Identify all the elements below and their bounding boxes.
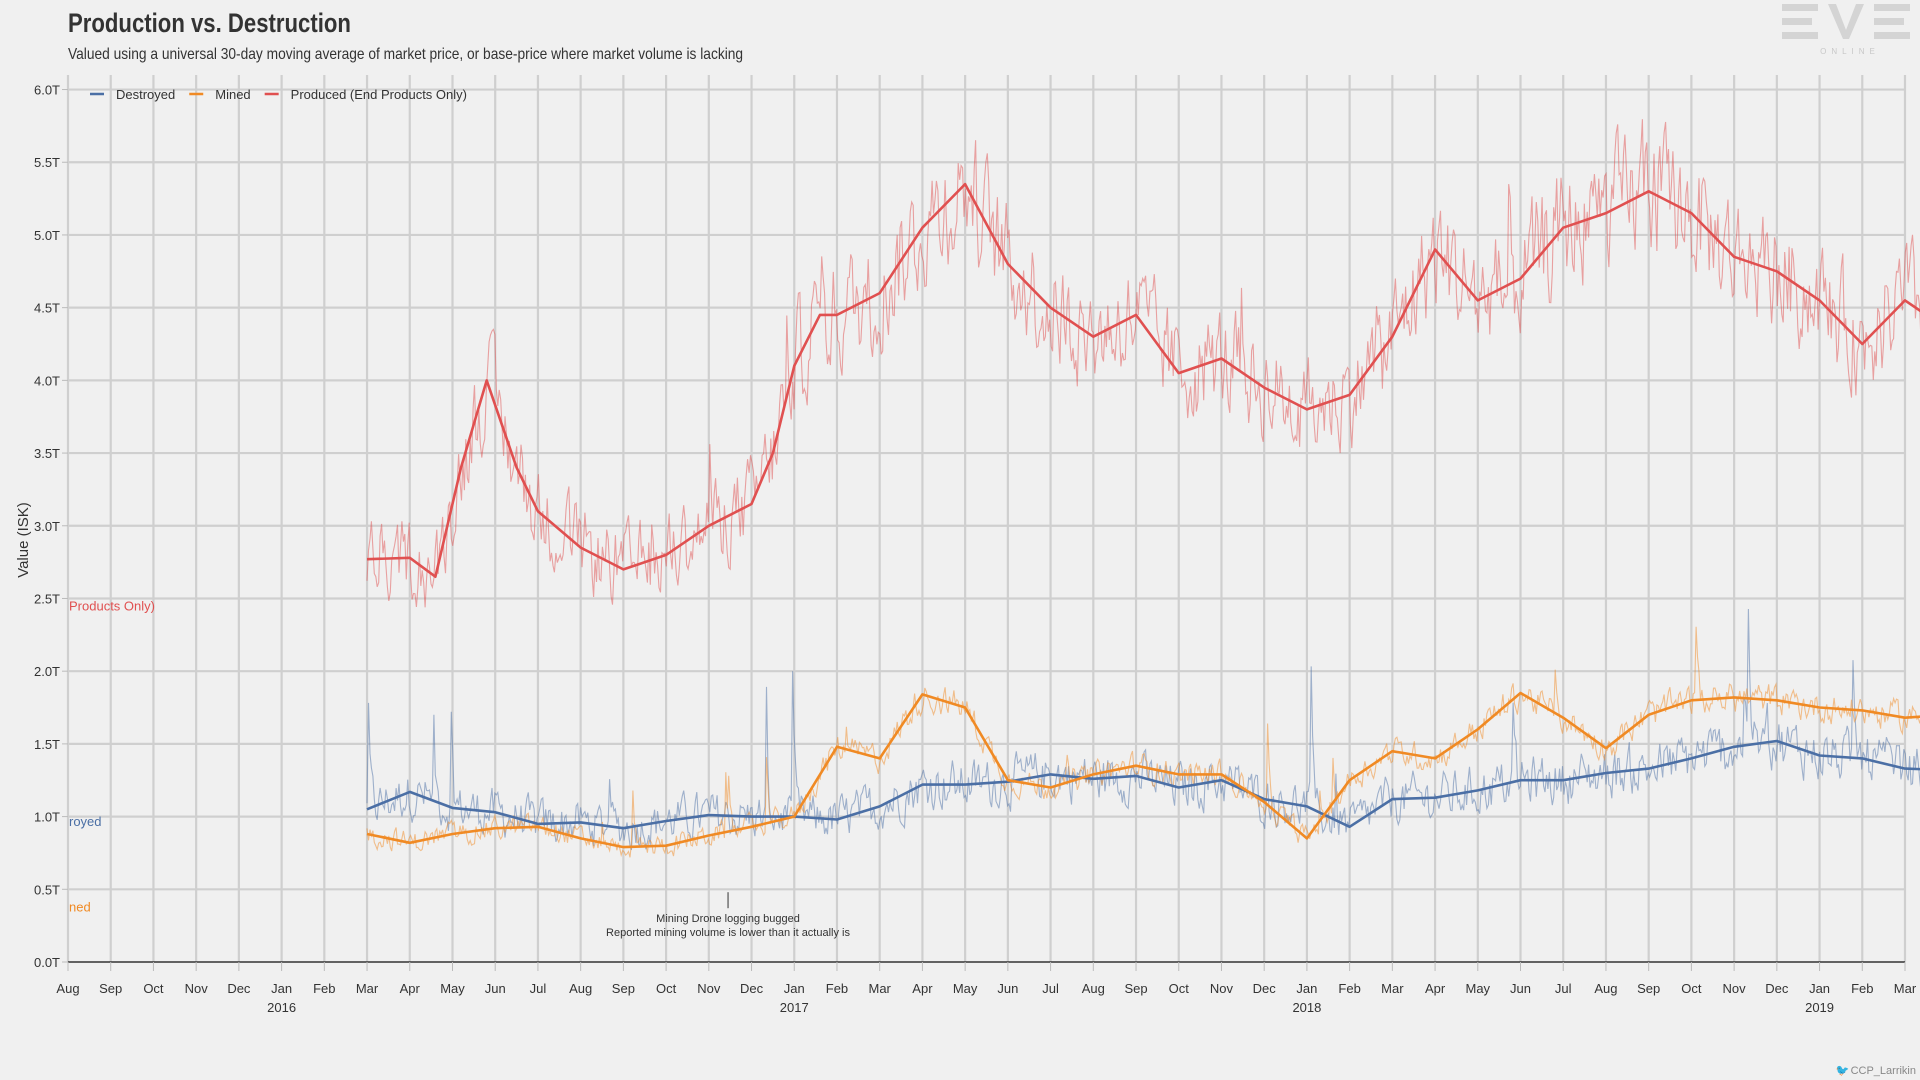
series-edge-label: ned (69, 900, 91, 915)
y-tick-label: 3.0T (34, 519, 60, 534)
x-tick-label: Sep (1637, 981, 1660, 996)
x-tick-label: May (1466, 981, 1491, 996)
series-layer (366, 119, 1920, 858)
y-tick-label: 4.5T (34, 301, 60, 316)
x-tick-label: Sep (1124, 981, 1147, 996)
x-tick-label: Mar (356, 981, 379, 996)
x-tick-label: Jun (997, 981, 1018, 996)
eve-logo-subtext: ONLINE (1820, 47, 1880, 56)
x-tick-label: Apr (1425, 981, 1446, 996)
y-tick-label: 5.5T (34, 155, 60, 170)
x-tick-label: May (440, 981, 465, 996)
eve-logo-letters (1782, 4, 1910, 39)
legend-label[interactable]: Destroyed (116, 87, 175, 102)
twitter-bird-icon: 🐦 (1835, 1065, 1850, 1077)
x-tick-label: Apr (912, 981, 933, 996)
grid-layer (66, 75, 1907, 963)
x-tick-label: Oct (143, 981, 164, 996)
x-tick-label: Oct (1169, 981, 1190, 996)
y-axis-label: Value (ISK) (15, 502, 32, 578)
y-tick-label: 0.0T (34, 955, 60, 970)
series-line-0 (366, 739, 1920, 830)
x-tick-label: Jul (1555, 981, 1572, 996)
annotation-line-2: Reported mining volume is lower than it … (606, 927, 850, 939)
x-tick-label: Oct (656, 981, 677, 996)
y-tick-label: 3.5T (34, 446, 60, 461)
x-tick-label: Nov (1723, 981, 1747, 996)
credit-handle: CCP_Larrikin (1850, 1065, 1916, 1077)
credit: 🐦CCP_Larrikin (1836, 1064, 1916, 1077)
x-tick-label: Aug (569, 981, 592, 996)
x-tick-label: Jul (530, 981, 547, 996)
x-tick-label: Feb (826, 981, 848, 996)
x-tick-label: Sep (612, 981, 635, 996)
y-tick-label: 1.5T (34, 737, 60, 752)
year-label: 2016 (267, 1000, 296, 1015)
y-tick-label: 0.5T (34, 882, 60, 897)
eve-logo (1782, 4, 1910, 39)
x-tick-label: Feb (1338, 981, 1360, 996)
x-tick-label: Mar (1894, 981, 1917, 996)
x-tick-label: Oct (1681, 981, 1702, 996)
legend-label[interactable]: Produced (End Products Only) (291, 87, 467, 102)
x-tick-label: Jul (1042, 981, 1059, 996)
year-label: 2019 (1805, 1000, 1834, 1015)
x-tick-label: Dec (1253, 981, 1277, 996)
y-tick-label: 5.0T (34, 228, 60, 243)
x-tick-label: Dec (740, 981, 764, 996)
y-tick-label: 2.5T (34, 591, 60, 606)
x-tick-label: Jun (1510, 981, 1531, 996)
x-tick-label: Jan (784, 981, 805, 996)
series-raw-2 (366, 119, 1920, 608)
x-tick-label: Jan (271, 981, 292, 996)
x-tick-label: Jan (1809, 981, 1830, 996)
series-edge-label: royed (69, 814, 102, 829)
x-tick-label: Dec (227, 981, 251, 996)
x-tick-label: Mar (869, 981, 892, 996)
y-tick-label: 6.0T (34, 83, 60, 98)
x-tick-label: Dec (1765, 981, 1789, 996)
x-tick-label: Jan (1296, 981, 1317, 996)
y-tick-label: 4.0T (34, 373, 60, 388)
x-tick-label: Nov (185, 981, 209, 996)
axis-layer: Aug Sep Oct Nov Dec Jan Feb Mar Apr May Jun Jul Aug S… (34, 83, 1917, 1015)
x-tick-label: Jun (485, 981, 506, 996)
x-tick-label: Sep (99, 981, 122, 996)
chart-title: Production vs. Destruction (68, 8, 351, 38)
series-line-2 (366, 182, 1920, 578)
y-tick-label: 2.0T (34, 664, 60, 679)
x-tick-label: Nov (697, 981, 721, 996)
x-tick-label: Aug (1594, 981, 1617, 996)
label-layer: royed ned Products Only) Destroyed Mined Prod… (69, 87, 851, 939)
annotation-line-1: Mining Drone logging bugged (656, 913, 800, 925)
year-label: 2018 (1292, 1000, 1321, 1015)
series-line-1 (366, 691, 1920, 849)
x-tick-label: Aug (1082, 981, 1105, 996)
legend-label[interactable]: Mined (215, 87, 250, 102)
x-tick-label: Apr (400, 981, 421, 996)
y-tick-label: 1.0T (34, 810, 60, 825)
x-tick-label: Aug (56, 981, 79, 996)
x-tick-label: Mar (1381, 981, 1404, 996)
series-raw-1 (366, 626, 1920, 858)
x-tick-label: Nov (1210, 981, 1234, 996)
series-raw-0 (366, 608, 1920, 851)
year-label: 2017 (780, 1000, 809, 1015)
x-tick-label: Feb (1851, 981, 1873, 996)
x-tick-label: May (953, 981, 978, 996)
series-edge-label: Products Only) (69, 599, 155, 614)
x-tick-label: Feb (313, 981, 335, 996)
chart-subtitle: Valued using a universal 30-day moving a… (68, 46, 744, 63)
